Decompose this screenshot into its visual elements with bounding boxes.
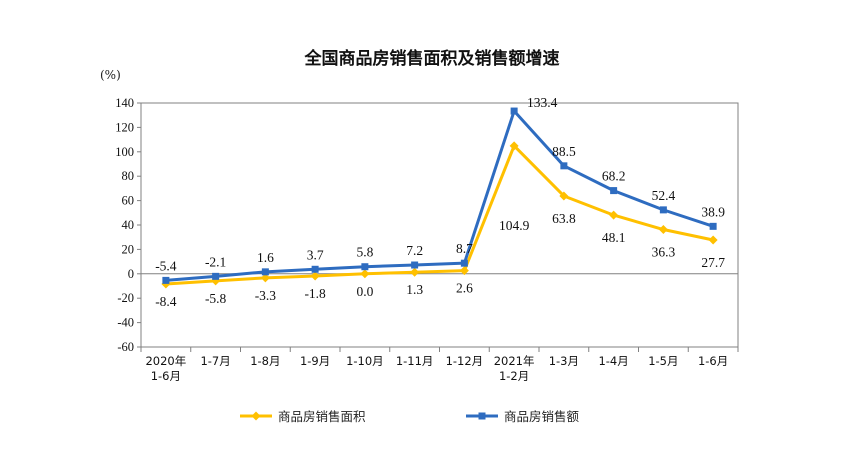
data-point-marker [311,265,319,273]
y-tick-label: -60 [117,340,134,354]
data-label: 63.8 [552,211,576,226]
data-label: 38.9 [701,204,725,219]
data-point-marker [460,259,468,267]
y-tick-label: 60 [122,194,135,208]
legend-marker [478,412,486,420]
data-label: 1.3 [406,282,423,297]
x-tick-label: 1-2月 [499,369,529,383]
data-label: 3.7 [307,247,324,262]
x-tick-label: 1-10月 [346,354,384,368]
data-point-marker [510,107,518,115]
data-label: 1.6 [257,250,274,265]
y-tick-label: 40 [122,218,135,232]
data-point-marker [360,269,370,279]
data-label: -8.4 [155,294,177,309]
series-line-1 [165,144,714,286]
data-point-marker [610,187,618,195]
x-tick-label: 1-5月 [648,354,678,368]
legend-marker [251,411,261,421]
data-label: -5.4 [155,258,177,273]
data-label: 2.6 [456,281,473,296]
y-tick-label: 140 [115,96,134,110]
data-point-marker [361,263,369,271]
x-tick-label: 1-7月 [200,354,230,368]
x-tick-label: 1-12月 [446,354,484,368]
data-point-marker [410,267,420,277]
y-tick-label: 20 [122,242,135,256]
x-tick-label: 2021年 [494,354,535,368]
x-tick-label: 1-6月 [698,354,728,368]
data-label: -2.1 [205,254,226,269]
data-point-marker [658,225,668,235]
data-point-marker [260,273,270,283]
y-tick-label: 80 [122,169,135,183]
data-label: 52.4 [652,188,676,203]
data-label: -5.8 [205,291,227,306]
series-line-2 [165,109,714,282]
data-label: 27.7 [701,255,725,270]
data-label: 133.4 [527,95,558,110]
data-label: 8.7 [456,241,473,256]
data-label: 104.9 [499,218,530,233]
x-tick-label: 1-11月 [396,354,434,368]
data-point-marker [609,210,619,220]
data-point-marker [411,261,419,269]
data-label: 5.8 [356,245,373,260]
data-point-marker [709,222,717,230]
y-tick-label: -40 [117,316,134,330]
x-tick-label: 1-8月 [250,354,280,368]
y-tick-label: 0 [128,267,134,281]
data-label: -3.3 [255,288,277,303]
data-point-marker [310,271,320,281]
data-label: -1.8 [304,286,326,301]
data-label: 88.5 [552,144,576,159]
x-tick-label: 1-6月 [151,369,181,383]
data-point-marker [212,272,220,280]
data-label: 68.2 [602,169,626,184]
data-point-marker [459,266,469,276]
data-label: 36.3 [652,245,676,260]
data-label: 7.2 [406,243,423,258]
y-tick-label: -20 [117,291,134,305]
data-point-marker [708,235,718,245]
data-point-marker [162,276,170,284]
data-point-marker [559,191,569,201]
legend-label: 商品房销售面积 [278,409,366,424]
data-point-marker [659,206,667,214]
legend-label: 商品房销售额 [504,409,580,424]
data-point-marker [261,268,269,276]
y-tick-label: 100 [115,145,134,159]
data-point-marker [509,141,519,151]
data-label: 48.1 [602,230,626,245]
x-tick-label: 1-9月 [300,354,330,368]
y-tick-label: 120 [115,120,134,134]
y-axis-unit: (%) [100,68,121,82]
x-tick-label: 1-4月 [598,354,628,368]
data-point-marker [560,162,568,170]
x-tick-label: 2020年 [145,354,186,368]
x-tick-label: 1-3月 [549,354,579,368]
chart-title: 全国商品房销售面积及销售额增速 [304,49,560,69]
data-label: 0.0 [356,284,373,299]
